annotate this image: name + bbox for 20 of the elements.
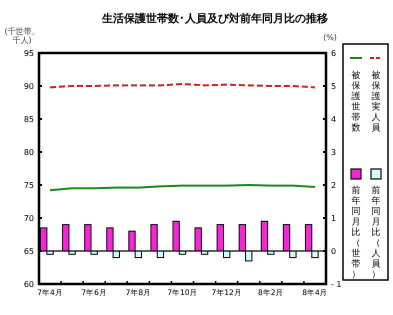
y-tick-label: 75 bbox=[24, 181, 34, 190]
y2-tick-label: 2 bbox=[331, 181, 336, 190]
y2-tick-label: 1 bbox=[331, 214, 336, 223]
y2-tick-label: 4 bbox=[331, 115, 336, 124]
y-tick-label: 80 bbox=[24, 148, 34, 157]
y2-tick-label: - 1 bbox=[331, 280, 342, 289]
y-tick-label: 95 bbox=[24, 49, 34, 58]
y-tick-label: 65 bbox=[24, 247, 34, 256]
y2-axis-title: (%) bbox=[323, 33, 337, 42]
y2-tick-label: 5 bbox=[331, 82, 336, 91]
y-tick-label: 60 bbox=[24, 280, 34, 289]
y-tick-label: 85 bbox=[24, 115, 34, 124]
y-tick-label: 90 bbox=[24, 82, 34, 91]
legend: 被保護実人員 被保護世帯数 前年同月比（人員） 前年同月比（世帯） bbox=[342, 43, 389, 281]
y-axis-title: (千世帯、千人) bbox=[4, 27, 40, 45]
y2-tick-label: 0 bbox=[331, 247, 336, 256]
y-tick-label: 70 bbox=[24, 214, 34, 223]
y2-tick-label: 6 bbox=[331, 49, 336, 58]
y2-tick-label: 3 bbox=[331, 148, 336, 157]
chart-title: 生活保護世帯数･人員及び対前年同月比の推移 bbox=[101, 12, 328, 25]
